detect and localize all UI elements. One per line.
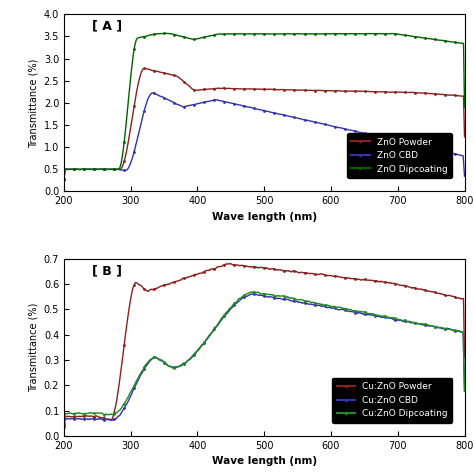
ZnO Powder	[272, 87, 278, 92]
Cu:ZnO Powder	[280, 268, 286, 273]
Cu:ZnO CBD	[249, 291, 255, 297]
Cu:ZnO Powder	[128, 292, 134, 297]
Cu:ZnO Powder	[227, 261, 233, 266]
ZnO Powder	[114, 166, 120, 172]
ZnO Dipcoating	[280, 31, 286, 37]
Cu:ZnO Dipcoating	[128, 388, 134, 393]
ZnO CBD	[196, 100, 202, 106]
ZnO Dipcoating	[462, 104, 467, 110]
Cu:ZnO Dipcoating	[61, 420, 67, 426]
Cu:ZnO Powder	[272, 266, 278, 272]
Line: Cu:ZnO CBD: Cu:ZnO CBD	[63, 292, 466, 428]
ZnO Powder	[462, 134, 467, 140]
X-axis label: Wave length (nm): Wave length (nm)	[212, 456, 317, 466]
Cu:ZnO CBD	[128, 392, 134, 397]
Cu:ZnO CBD	[114, 415, 120, 420]
ZnO Powder	[141, 65, 147, 71]
Cu:ZnO Dipcoating	[196, 346, 202, 351]
Cu:ZnO Dipcoating	[249, 289, 255, 295]
Cu:ZnO Powder	[114, 395, 120, 401]
Cu:ZnO Dipcoating	[280, 293, 286, 299]
ZnO Powder	[61, 176, 67, 182]
Text: [ A ]: [ A ]	[92, 19, 122, 33]
ZnO Dipcoating	[128, 67, 134, 73]
Cu:ZnO CBD	[272, 295, 278, 301]
Line: ZnO CBD: ZnO CBD	[63, 91, 466, 180]
ZnO CBD	[235, 102, 241, 108]
Cu:ZnO CBD	[462, 389, 467, 394]
Legend: ZnO Powder, ZnO CBD, ZnO Dipcoating: ZnO Powder, ZnO CBD, ZnO Dipcoating	[347, 133, 452, 178]
ZnO CBD	[61, 176, 67, 182]
ZnO Powder	[128, 120, 134, 126]
Cu:ZnO CBD	[235, 300, 240, 305]
Cu:ZnO Dipcoating	[235, 298, 240, 303]
ZnO Dipcoating	[61, 176, 67, 182]
Line: ZnO Powder: ZnO Powder	[63, 67, 466, 180]
ZnO Dipcoating	[114, 166, 120, 172]
ZnO Powder	[196, 87, 202, 93]
Legend: Cu:ZnO Powder, Cu:ZnO CBD, Cu:ZnO Dipcoating: Cu:ZnO Powder, Cu:ZnO CBD, Cu:ZnO Dipcoa…	[332, 378, 452, 423]
ZnO CBD	[128, 158, 134, 164]
Cu:ZnO Powder	[462, 355, 467, 360]
Text: [ B ]: [ B ]	[92, 264, 122, 277]
Cu:ZnO Dipcoating	[272, 293, 278, 299]
Y-axis label: Transmittance (%): Transmittance (%)	[28, 58, 38, 147]
ZnO Dipcoating	[162, 30, 168, 36]
ZnO CBD	[280, 112, 286, 118]
Cu:ZnO CBD	[196, 346, 202, 352]
ZnO Powder	[280, 87, 286, 92]
ZnO Dipcoating	[196, 36, 202, 41]
ZnO CBD	[272, 110, 278, 116]
ZnO Powder	[235, 86, 241, 91]
ZnO Dipcoating	[235, 31, 241, 36]
Line: Cu:ZnO Powder: Cu:ZnO Powder	[63, 262, 466, 426]
Cu:ZnO Dipcoating	[462, 389, 467, 394]
Cu:ZnO CBD	[280, 296, 286, 302]
ZnO CBD	[462, 173, 467, 179]
Line: ZnO Dipcoating: ZnO Dipcoating	[63, 32, 466, 180]
Cu:ZnO Powder	[235, 262, 241, 268]
ZnO CBD	[114, 166, 120, 172]
Cu:ZnO Powder	[196, 271, 202, 276]
Cu:ZnO Dipcoating	[114, 410, 120, 415]
Y-axis label: Transmittance (%): Transmittance (%)	[28, 303, 38, 392]
X-axis label: Wave length (nm): Wave length (nm)	[212, 212, 317, 222]
Cu:ZnO CBD	[61, 424, 67, 429]
ZnO CBD	[150, 90, 156, 96]
ZnO Dipcoating	[272, 31, 278, 37]
Line: Cu:ZnO Dipcoating: Cu:ZnO Dipcoating	[63, 291, 466, 424]
Cu:ZnO Powder	[61, 422, 67, 428]
